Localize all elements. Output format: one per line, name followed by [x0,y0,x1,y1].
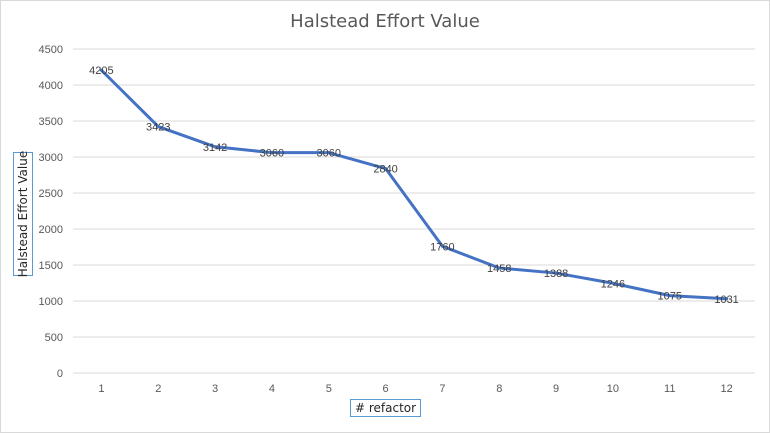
data-point [213,145,217,149]
data-label: 1075 [658,291,682,303]
series-line [99,68,729,301]
y-tick-label: 4000 [39,80,63,92]
data-point [611,281,615,285]
y-tick-label: 2000 [39,224,63,236]
data-point [668,294,672,298]
data-label: 3142 [203,142,227,154]
data-label: 1760 [430,241,454,253]
data-label: 1246 [601,278,625,290]
y-tick-label: 0 [57,368,63,380]
data-point [270,151,274,155]
x-tick-label: 9 [553,383,559,395]
data-label: 3423 [146,122,170,134]
x-tick-label: 10 [607,383,619,395]
x-tick-label: 5 [326,383,332,395]
x-tick-label: 6 [383,383,389,395]
y-tick-label: 4500 [39,44,63,56]
x-tick-label: 11 [664,383,675,395]
data-label: 3060 [317,148,341,160]
y-tick-label: 2500 [39,188,63,200]
x-tick-label: 8 [496,383,502,395]
y-tick-label: 3500 [39,116,63,128]
data-point [384,167,388,171]
data-point [99,68,103,72]
x-tick-label: 4 [269,383,275,395]
data-label: 4205 [89,65,113,77]
y-tick-label: 1500 [39,260,63,272]
y-tick-label: 500 [45,332,63,344]
x-tick-label: 7 [439,383,445,395]
y-tick-label: 3000 [39,152,63,164]
data-label: 1031 [714,294,738,306]
data-point [554,271,558,275]
y-axis-title-box: Halstead Effort Value [13,150,33,278]
x-tick-label: 12 [720,383,732,395]
x-tick-label: 2 [155,383,161,395]
data-point [327,151,331,155]
data-point [440,244,444,248]
chart-title: Halstead Effort Value [290,11,480,32]
data-point [497,266,501,270]
x-tick-label: 1 [98,383,104,395]
x-tick-label: 3 [212,383,218,395]
data-label: 3060 [260,148,284,160]
data-label: 1388 [544,268,568,280]
data-label: 2840 [373,164,397,176]
x-axis-title: # refactor [350,399,422,417]
y-tick-label: 1000 [39,296,63,308]
data-label: 1458 [487,263,511,275]
data-point [156,125,160,129]
data-point [725,297,729,301]
y-axis-title: Halstead Effort Value [16,150,30,278]
